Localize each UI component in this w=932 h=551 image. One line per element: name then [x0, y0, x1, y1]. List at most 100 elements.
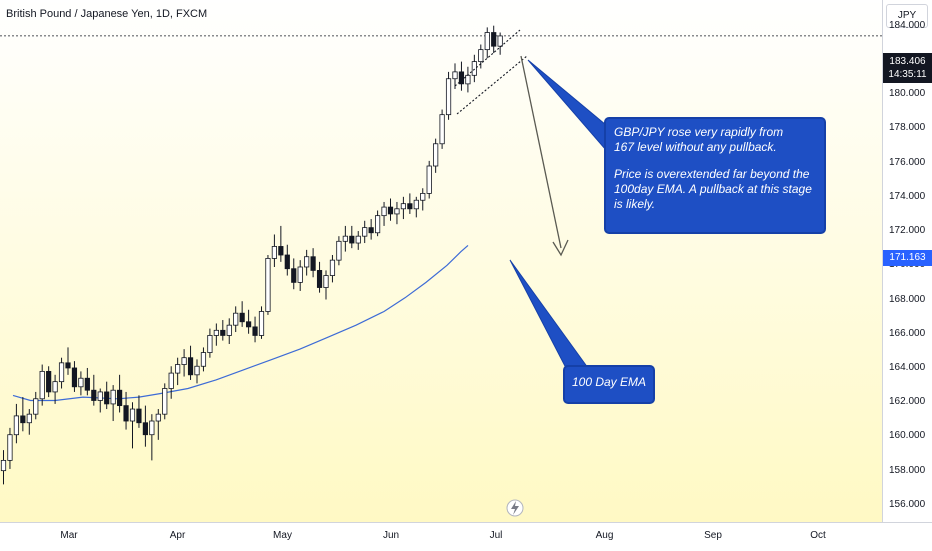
candle — [71, 361, 78, 392]
y-tick-label: 164.000 — [889, 361, 926, 373]
candle — [213, 323, 219, 346]
candle — [207, 328, 213, 358]
candle-body — [104, 391, 110, 405]
candle-body — [316, 270, 323, 288]
candle — [26, 409, 32, 435]
lightning-icon-bolt — [511, 501, 519, 515]
y-tick-label: 160.000 — [889, 430, 926, 442]
candle — [123, 391, 129, 430]
candle-body — [213, 329, 219, 336]
candle-body — [368, 227, 374, 234]
x-tick-label: Oct — [810, 530, 826, 541]
candle — [304, 249, 310, 276]
x-tick-label: Apr — [169, 530, 186, 541]
candle-body — [187, 357, 194, 376]
candle — [452, 63, 458, 89]
candle-body — [400, 203, 407, 210]
callout-text-1: GBP/JPY rose very rapidly from 167 level… — [614, 125, 784, 154]
candle-body — [426, 165, 432, 194]
y-tick-label: 156.000 — [889, 498, 926, 510]
main-callout: GBP/JPY rose very rapidly from 167 level… — [604, 117, 826, 234]
candle-body — [39, 370, 45, 400]
candle-body — [13, 415, 19, 436]
candle-body — [7, 434, 13, 461]
last-price-tag: 183.406 14:35:11 — [883, 53, 932, 83]
candle-body — [233, 312, 239, 326]
candle-body — [97, 391, 103, 401]
candle — [20, 397, 26, 432]
candle — [471, 54, 477, 83]
candle — [78, 371, 84, 396]
lightning-icon — [506, 499, 524, 517]
candle-body — [265, 258, 271, 312]
candle — [245, 309, 252, 334]
candle-body — [381, 206, 387, 217]
candle — [13, 403, 19, 444]
currency-selector[interactable]: JPY — [886, 4, 928, 28]
candle-body — [420, 192, 426, 201]
candle — [175, 357, 181, 386]
candle — [342, 225, 348, 252]
price-chart[interactable] — [0, 0, 882, 522]
candle — [291, 258, 297, 290]
candle — [316, 261, 323, 293]
pullback-arrow-line — [520, 55, 562, 249]
candle-body — [284, 254, 290, 270]
candle-body — [0, 459, 7, 472]
candle-countdown: 14:35:11 — [888, 69, 927, 80]
candle-body — [497, 35, 503, 47]
candle-body — [142, 422, 148, 436]
chart-area[interactable]: British Pound / Japanese Yen, 1D, FXCM G… — [0, 0, 882, 522]
candle — [407, 193, 413, 214]
candle-body — [58, 362, 65, 383]
candle-body — [71, 367, 78, 388]
x-tick-label: Sep — [704, 530, 722, 541]
candle — [233, 306, 239, 333]
candle-body — [175, 364, 181, 374]
candle-body — [149, 420, 155, 436]
candle-body — [252, 326, 258, 336]
candle-body — [226, 324, 232, 336]
candle-body — [207, 335, 213, 353]
candle — [194, 359, 200, 384]
y-tick-label: 166.000 — [889, 327, 926, 339]
ema-price-value: 171.163 — [889, 252, 926, 263]
symbol-title: British Pound / Japanese Yen, 1D, FXCM — [6, 8, 208, 20]
y-tick-label: 162.000 — [889, 396, 926, 408]
last-price-value: 183.406 — [889, 56, 926, 67]
candle — [187, 345, 194, 380]
candle-body — [394, 208, 400, 215]
callout-text-2: Price is overextended far beyond the 100… — [614, 167, 812, 211]
candle — [162, 383, 168, 420]
candle — [413, 196, 419, 218]
candle — [381, 201, 387, 226]
time-axis[interactable] — [0, 522, 932, 551]
candle — [310, 248, 316, 278]
candle-body — [46, 370, 52, 393]
candle — [7, 427, 13, 469]
candle — [33, 391, 39, 420]
candle — [0, 450, 7, 485]
candle — [387, 198, 394, 221]
candle-body — [110, 389, 116, 405]
candle — [91, 374, 97, 406]
candle-body — [245, 321, 252, 328]
candle — [491, 25, 497, 54]
candle — [200, 347, 207, 372]
candle — [110, 385, 116, 422]
candle-body — [433, 143, 439, 167]
x-tick-label: Mar — [60, 530, 78, 541]
candle-body — [20, 415, 26, 424]
y-tick-label: 176.000 — [889, 156, 926, 168]
ema-100-line — [12, 244, 469, 402]
ema-price-tag: 171.163 — [883, 250, 932, 266]
y-tick-label: 172.000 — [889, 225, 926, 237]
candle-body — [310, 256, 316, 271]
candle — [336, 236, 342, 266]
candle-body — [439, 114, 445, 145]
candle — [136, 395, 142, 428]
candle-body — [413, 199, 419, 210]
candle — [323, 270, 329, 300]
candle — [252, 316, 258, 343]
ema-callout-text: 100 Day EMA — [571, 375, 647, 389]
